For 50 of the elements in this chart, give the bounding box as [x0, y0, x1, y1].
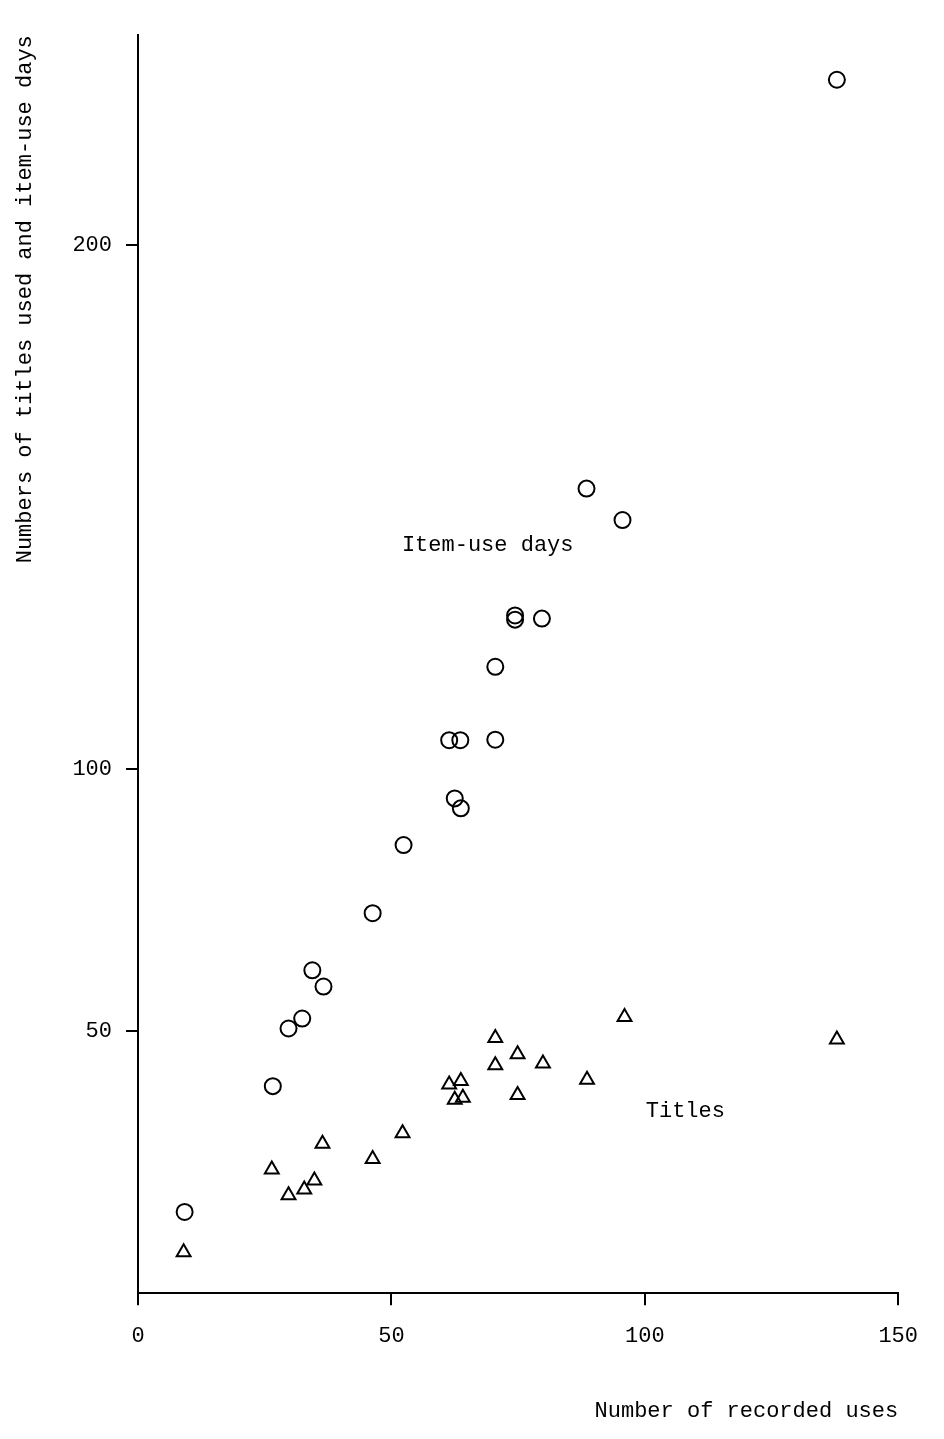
- y-tick-label: 50: [85, 1018, 113, 1044]
- point: [314, 1134, 331, 1149]
- point: [506, 606, 525, 625]
- point: [445, 789, 464, 808]
- point: [487, 1056, 504, 1071]
- point: [486, 657, 505, 676]
- x-tick-label: 0: [131, 1324, 145, 1350]
- point: [613, 511, 632, 530]
- y-axis-title: Numbers of titles used and item-use days: [13, 35, 39, 564]
- point: [828, 1030, 845, 1045]
- point: [279, 1019, 298, 1038]
- point: [451, 731, 470, 750]
- point: [486, 730, 505, 749]
- y-tick-label: 100: [72, 756, 113, 782]
- point: [509, 1045, 526, 1060]
- x-tick-label: 50: [378, 1324, 405, 1350]
- point: [394, 836, 413, 855]
- point: [535, 1054, 551, 1069]
- point: [363, 904, 382, 923]
- point: [487, 1028, 504, 1043]
- point: [532, 609, 551, 628]
- series-label: Item-use days: [401, 532, 574, 558]
- point: [296, 1180, 313, 1195]
- point: [364, 1150, 381, 1165]
- x-axis-title: Number of recorded uses: [594, 1398, 899, 1424]
- point: [451, 799, 470, 818]
- point: [263, 1077, 282, 1096]
- point: [452, 1071, 469, 1086]
- point: [293, 1009, 312, 1028]
- text: Titles: [645, 1099, 725, 1125]
- point: [175, 1202, 194, 1221]
- point: [306, 1171, 323, 1186]
- point: [280, 1186, 297, 1201]
- x-tick-label: 150: [878, 1324, 918, 1350]
- point: [394, 1124, 411, 1139]
- point: [454, 1088, 471, 1103]
- point: [303, 961, 322, 980]
- point: [263, 1160, 280, 1175]
- point: [314, 977, 333, 996]
- point: [175, 1243, 192, 1258]
- point: [441, 1075, 458, 1090]
- point: [577, 479, 596, 498]
- point: [440, 731, 459, 750]
- point: [446, 1090, 463, 1105]
- y-tick-label: 200: [72, 232, 113, 258]
- point: [616, 1007, 633, 1022]
- point: [579, 1070, 595, 1085]
- x-tick-label: 100: [625, 1324, 665, 1350]
- point: [509, 1086, 526, 1101]
- point: [506, 610, 525, 629]
